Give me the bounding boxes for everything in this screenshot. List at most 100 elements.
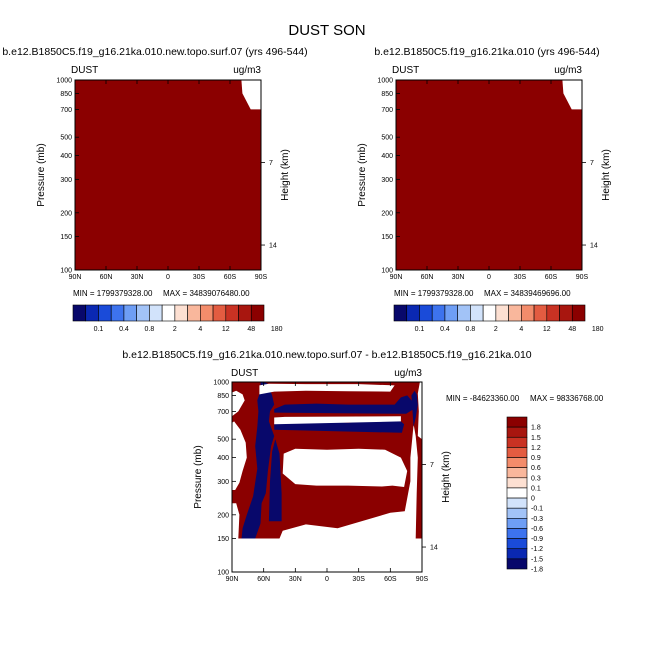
y-tick-label: 1000 <box>377 78 393 85</box>
colorbar-swatch <box>506 518 528 529</box>
colorbar-swatch <box>187 304 201 322</box>
colorbar-swatch <box>506 457 528 468</box>
colorbar-swatch <box>506 507 528 519</box>
panel-3-min: MIN = -84623360.00 <box>446 394 520 403</box>
colorbar-swatch <box>136 304 150 322</box>
colorbar-swatch <box>238 304 252 322</box>
x-tick-label: 30S <box>193 274 206 281</box>
colorbar-label: -0.6 <box>531 526 543 533</box>
y-tick-label: 1000 <box>56 78 72 85</box>
contour-field <box>396 80 582 270</box>
missing-data-region <box>241 80 261 110</box>
contour-region-7 <box>232 503 240 539</box>
y2-tick-label: 7 <box>269 160 273 167</box>
colorbar-swatch <box>212 304 227 322</box>
colorbar-swatch <box>495 304 509 322</box>
panel-2-max: MAX = 34839469696.00 <box>484 289 571 298</box>
y-tick-label: 500 <box>217 437 229 444</box>
colorbar-label: 12 <box>543 326 551 333</box>
x-tick-label: 0 <box>325 576 329 583</box>
panel-2: b.e12.B1850C5.f19_g16.21ka.010 (yrs 496-… <box>357 46 612 333</box>
colorbar-label: 1.8 <box>531 425 541 432</box>
colorbar-label: 0.8 <box>466 326 476 333</box>
colorbar-label: -1.2 <box>531 546 543 553</box>
colorbar-swatch <box>200 304 214 322</box>
colorbar-label: 0.4 <box>119 326 129 333</box>
contour-region-13 <box>259 383 395 395</box>
panel-2-title: b.e12.B1850C5.f19_g16.21ka.010 (yrs 496-… <box>374 46 599 58</box>
colorbar-label: 1.2 <box>531 445 541 452</box>
y-tick-label: 150 <box>217 536 229 543</box>
y2-tick-label: 14 <box>269 243 277 250</box>
contour-field <box>75 80 261 270</box>
x-tick-label: 60N <box>421 274 434 281</box>
panel-1-title: b.e12.B1850C5.f19_g16.21ka.010.new.topo.… <box>2 46 307 58</box>
colorbar-swatch <box>506 548 528 560</box>
figure-title: DUST SON <box>288 22 365 39</box>
contour-region-15 <box>417 382 422 440</box>
contour-region-4 <box>268 439 282 522</box>
panel-1-variable: DUST <box>71 65 98 76</box>
panel-2-field <box>396 80 582 270</box>
y-axis-label: Pressure (mb) <box>193 445 204 508</box>
contour-region-6 <box>274 395 414 414</box>
panel-1-field <box>75 80 261 270</box>
colorbar-label: -1.8 <box>531 567 543 574</box>
colorbar-label: -0.3 <box>531 516 543 523</box>
colorbar-label: 4 <box>198 326 202 333</box>
contour-region-9 <box>232 390 245 417</box>
contour-region-3 <box>241 382 275 539</box>
colorbar-swatch <box>508 304 522 322</box>
colorbar-swatch <box>149 304 163 322</box>
y-tick-label: 300 <box>60 177 72 184</box>
y-tick-label: 100 <box>217 570 229 577</box>
y-tick-label: 700 <box>217 409 229 416</box>
x-tick-label: 60S <box>224 274 237 281</box>
colorbar-label: 0.4 <box>440 326 450 333</box>
y-tick-label: 850 <box>217 393 229 400</box>
y-tick-label: 400 <box>60 153 72 160</box>
colorbar-swatch <box>533 304 548 322</box>
colorbar-label: 180 <box>271 326 283 333</box>
colorbar-swatch <box>506 558 528 570</box>
colorbar-swatch <box>506 497 528 509</box>
x-tick-label: 0 <box>166 274 170 281</box>
panel-1-units: ug/m3 <box>233 65 261 76</box>
y-tick-label: 300 <box>217 479 229 486</box>
x-tick-label: 30N <box>131 274 144 281</box>
y-tick-label: 700 <box>381 107 393 114</box>
colorbar-swatch <box>72 304 87 322</box>
y2-axis-label: Height (km) <box>280 149 291 201</box>
y-tick-label: 150 <box>60 234 72 241</box>
x-tick-label: 60N <box>100 274 113 281</box>
y-tick-label: 700 <box>60 107 72 114</box>
panel-1-min: MIN = 1799379328.00 <box>73 289 153 298</box>
y-tick-label: 200 <box>217 512 229 519</box>
colorbar-label: 12 <box>222 326 230 333</box>
colorbar-swatch <box>406 304 420 322</box>
y-tick-label: 500 <box>60 135 72 142</box>
panel-1-max: MAX = 34839076480.00 <box>163 289 250 298</box>
colorbar-label: -0.1 <box>531 506 543 513</box>
colorbar-label: 0.9 <box>531 455 541 462</box>
y2-tick-label: 14 <box>430 545 438 552</box>
panel-3-field <box>232 382 422 572</box>
x-tick-label: 90N <box>390 274 403 281</box>
colorbar-label: 2 <box>173 326 177 333</box>
colorbar-swatch <box>506 467 528 479</box>
colorbar-swatch <box>98 304 112 322</box>
panel-3-max: MAX = 98336768.00 <box>530 394 604 403</box>
y-tick-label: 850 <box>60 91 72 98</box>
x-tick-label: 90N <box>69 274 82 281</box>
colorbar-label: -1.5 <box>531 556 543 563</box>
y-tick-label: 200 <box>381 210 393 217</box>
colorbar-swatch <box>506 426 528 438</box>
y-tick-label: 300 <box>381 177 393 184</box>
colorbar-swatch <box>161 304 176 322</box>
colorbar-swatch <box>571 304 586 322</box>
colorbar-swatch <box>506 436 528 448</box>
colorbar-swatch <box>110 304 125 322</box>
contour-region-8 <box>232 421 247 490</box>
x-tick-label: 60S <box>545 274 558 281</box>
colorbar-swatch <box>85 304 99 322</box>
